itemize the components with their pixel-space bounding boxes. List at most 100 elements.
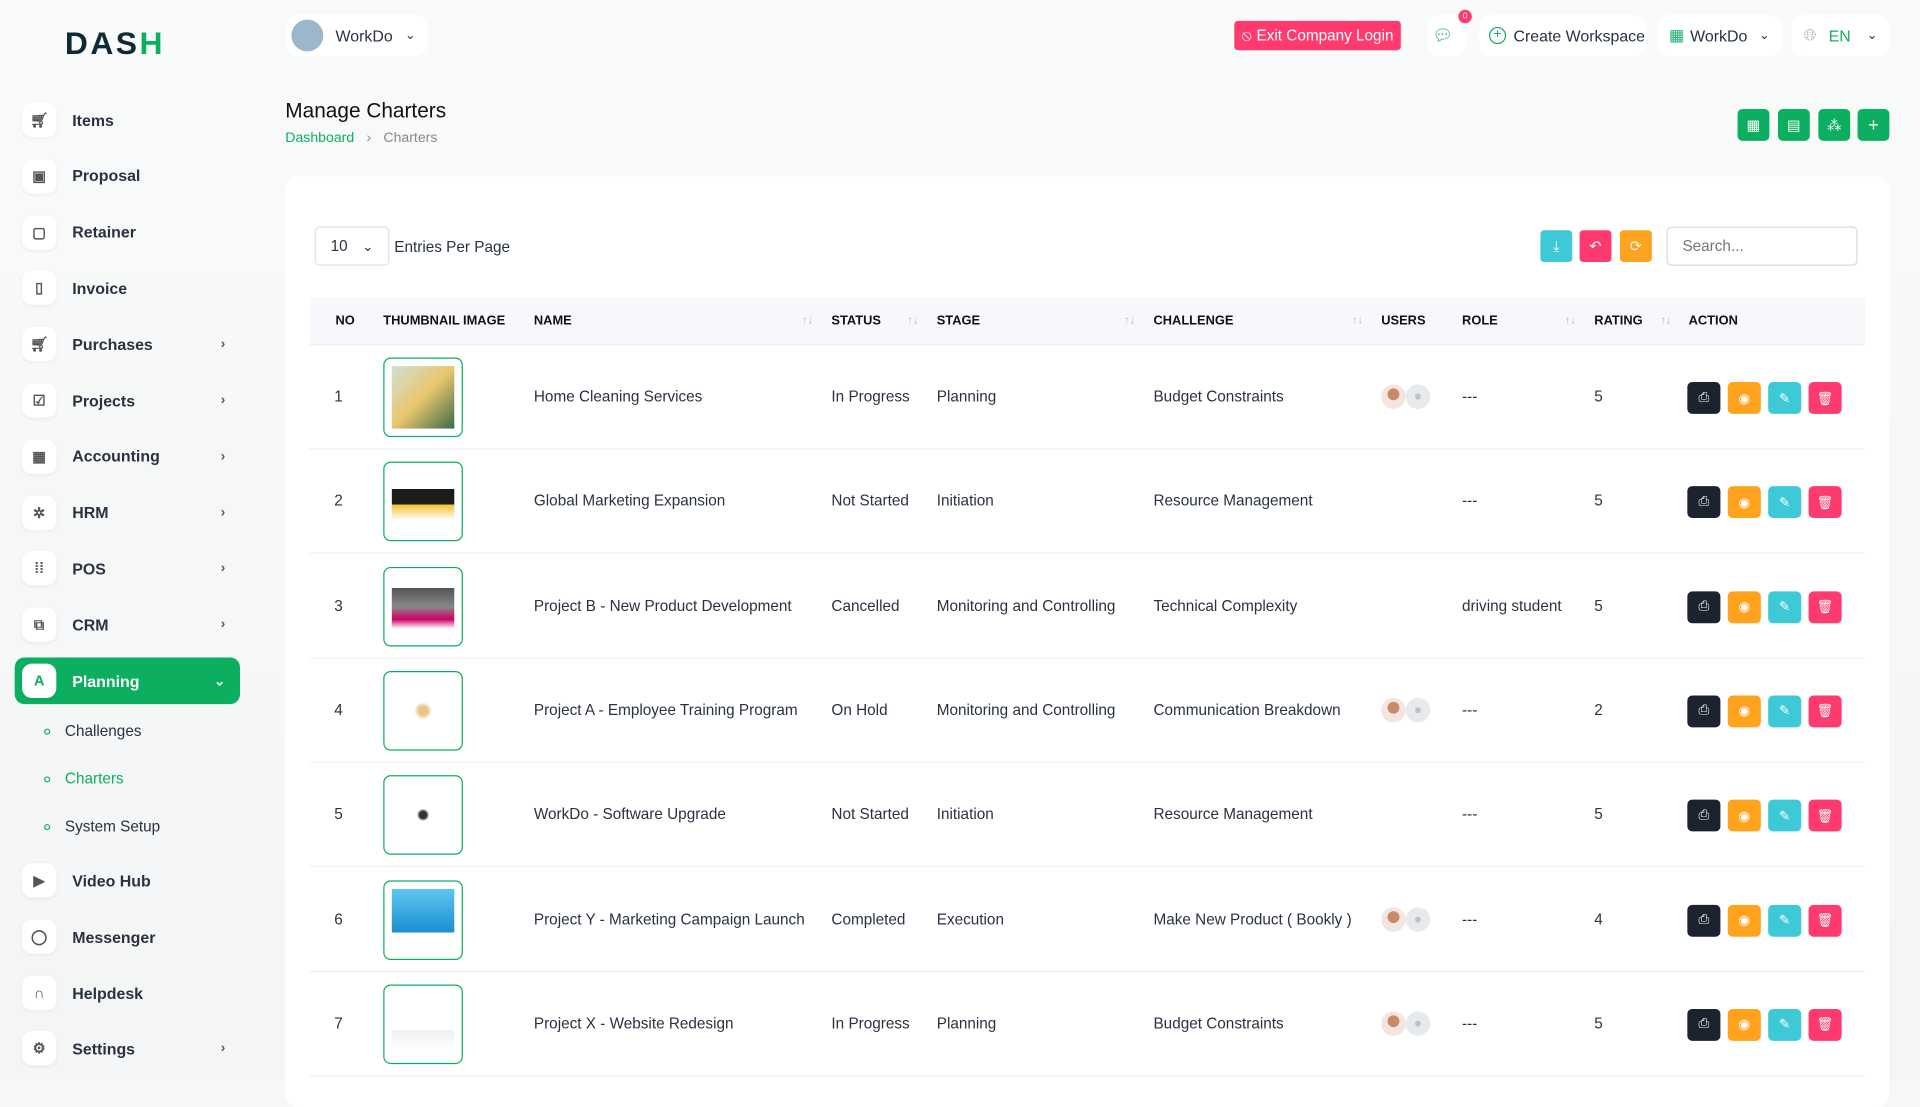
print-button[interactable]: ⎙ — [1687, 904, 1721, 937]
status: In Progress — [831, 388, 910, 406]
print-button[interactable]: ⎙ — [1687, 1008, 1721, 1041]
add-charter-button[interactable]: + — [1857, 108, 1890, 141]
delete-button[interactable]: 🗑︎ — [1808, 486, 1842, 519]
sidebar-item-accounting[interactable]: ▦ Accounting › — [15, 433, 240, 480]
thumbnail-image[interactable] — [383, 357, 463, 438]
sidebar-item-items[interactable]: 🛒︎ Items — [15, 97, 240, 144]
thumbnail-image[interactable] — [383, 461, 463, 542]
sidebar-subitem-challenges[interactable]: Challenges — [44, 722, 141, 740]
workdo-menu[interactable]: ▦ WorkDo ⌄ — [1656, 14, 1782, 57]
stage: Monitoring and Controlling — [936, 701, 1116, 719]
sidebar-subitem-system-setup[interactable]: System Setup — [44, 818, 160, 835]
delete-button[interactable]: 🗑︎ — [1808, 590, 1842, 623]
thumbnail-image[interactable] — [383, 775, 463, 855]
breadcrumb-dashboard[interactable]: Dashboard — [285, 131, 355, 146]
sidebar-item-invoice[interactable]: ▯ Invoice — [15, 265, 240, 312]
thumbnail-image[interactable] — [383, 984, 463, 1064]
delete-button[interactable]: 🗑︎ — [1808, 1008, 1842, 1041]
exit-company-login-button[interactable]: ⦸ Exit Company Login — [1234, 20, 1401, 51]
sort-icon[interactable]: ↑↓ — [1660, 313, 1672, 326]
column-header[interactable]: ACTION — [1688, 313, 1738, 329]
edit-button[interactable]: ✎ — [1768, 799, 1802, 832]
table-row: 1 Home Cleaning Services In Progress Pla… — [309, 345, 1865, 450]
edit-button[interactable]: ✎ — [1768, 590, 1802, 623]
sort-icon[interactable]: ↑↓ — [1351, 313, 1363, 326]
view-button[interactable]: ◉ — [1727, 382, 1761, 414]
delete-button[interactable]: 🗑︎ — [1808, 695, 1842, 728]
column-header[interactable]: USERS — [1381, 313, 1426, 329]
search-input[interactable] — [1666, 226, 1858, 266]
sidebar-item-messenger[interactable]: ◯ Messenger — [15, 913, 240, 960]
column-header[interactable]: NO — [335, 313, 355, 329]
edit-button[interactable]: ✎ — [1768, 1008, 1802, 1041]
thumbnail-image[interactable] — [383, 670, 463, 751]
sidebar-item-planning[interactable]: A Planning ⌄ — [14, 657, 241, 705]
create-workspace-button[interactable]: + Create Workspace — [1479, 14, 1646, 57]
reset-button[interactable]: ↶ — [1579, 230, 1612, 263]
sidebar-item-proposal[interactable]: ▣ Proposal — [15, 153, 240, 200]
column-header[interactable]: NAME — [533, 313, 572, 329]
sidebar-item-video-hub[interactable]: ▶ Video Hub — [15, 857, 240, 904]
language-dropdown[interactable]: 🌐︎ EN ⌄ — [1791, 14, 1890, 57]
plus-icon: + — [1868, 114, 1879, 136]
sidebar-item-projects[interactable]: ☑ Projects › — [15, 377, 240, 424]
entries-per-page-select[interactable]: 10 ⌄ — [314, 226, 390, 266]
sort-icon[interactable]: ↑↓ — [1564, 313, 1576, 326]
view-button[interactable]: ◉ — [1727, 1008, 1761, 1041]
workspace-dropdown[interactable]: WorkDo ⌄ — [286, 14, 428, 57]
thumbnail-image[interactable] — [383, 879, 463, 960]
view-button[interactable]: ◉ — [1727, 695, 1761, 728]
print-button[interactable]: ⎙ — [1687, 590, 1721, 623]
delete-button[interactable]: 🗑︎ — [1808, 799, 1842, 832]
table-view-button[interactable]: ▤ — [1777, 108, 1810, 141]
edit-button[interactable]: ✎ — [1768, 486, 1802, 519]
print-button[interactable]: ⎙ — [1687, 382, 1721, 414]
tree-view-button[interactable]: ⁂ — [1818, 108, 1851, 141]
sidebar-item-settings[interactable]: ⚙ Settings › — [15, 1025, 240, 1072]
reload-button[interactable]: ⟳ — [1620, 230, 1652, 263]
sidebar-item-crm[interactable]: ⧉ CRM › — [15, 601, 240, 648]
delete-button[interactable]: 🗑︎ — [1808, 382, 1842, 414]
edit-button[interactable]: ✎ — [1768, 695, 1802, 728]
print-button[interactable]: ⎙ — [1687, 799, 1721, 832]
sidebar-subitem-charters[interactable]: Charters — [44, 770, 124, 787]
delete-button[interactable]: 🗑︎ — [1808, 904, 1842, 937]
table-row: 4 Project A - Employee Training Program … — [309, 659, 1865, 763]
edit-button[interactable]: ✎ — [1768, 382, 1802, 414]
breadcrumb: Dashboard › Charters — [285, 131, 437, 146]
sidebar-item-pos[interactable]: ⁞⁞ POS › — [15, 545, 240, 592]
edit-button[interactable]: ✎ — [1768, 904, 1802, 937]
grid-view-button[interactable]: ▦ — [1737, 108, 1770, 141]
sidebar-item-retainer[interactable]: ▢ Retainer — [15, 209, 240, 256]
column-header[interactable]: ROLE — [1462, 313, 1498, 329]
view-button[interactable]: ◉ — [1727, 799, 1761, 832]
chevron-right-icon: › — [220, 1040, 226, 1056]
thumbnail-image[interactable] — [383, 566, 463, 647]
dots-grid-icon: ⁞⁞ — [22, 551, 57, 586]
column-header[interactable]: CHALLENGE — [1153, 313, 1234, 329]
column-header[interactable]: STATUS — [831, 313, 881, 329]
messages-button[interactable]: 💬︎ 0 — [1427, 9, 1472, 57]
logo: DASH — [64, 24, 165, 62]
print-button[interactable]: ⎙ — [1687, 695, 1721, 728]
print-button[interactable]: ⎙ — [1687, 486, 1721, 519]
sort-icon[interactable]: ↑↓ — [1124, 313, 1136, 326]
column-header[interactable]: STAGE — [936, 313, 981, 329]
printer-icon: ⎙ — [1698, 912, 1710, 927]
export-button[interactable]: ⤓ — [1540, 230, 1573, 263]
trash-icon: 🗑︎ — [1816, 1017, 1834, 1033]
column-header[interactable]: THUMBNAIL IMAGE — [383, 313, 506, 329]
sidebar-item-hrm[interactable]: ✲ HRM › — [15, 489, 240, 536]
sidebar-item-label: Proposal — [72, 166, 141, 186]
view-button[interactable]: ◉ — [1727, 590, 1761, 623]
sidebar-item-purchases[interactable]: 🛒︎ Purchases › — [15, 321, 240, 368]
trash-icon: 🗑︎ — [1816, 495, 1834, 511]
sidebar-item-helpdesk[interactable]: ∩ Helpdesk — [15, 970, 240, 1017]
column-header[interactable]: RATING — [1594, 313, 1643, 329]
status: Completed — [831, 910, 906, 928]
view-button[interactable]: ◉ — [1727, 904, 1761, 937]
sort-icon[interactable]: ↑↓ — [802, 313, 814, 326]
table-row: 3 Project B - New Product Development Ca… — [309, 554, 1865, 659]
sort-icon[interactable]: ↑↓ — [907, 313, 919, 326]
view-button[interactable]: ◉ — [1727, 486, 1761, 519]
